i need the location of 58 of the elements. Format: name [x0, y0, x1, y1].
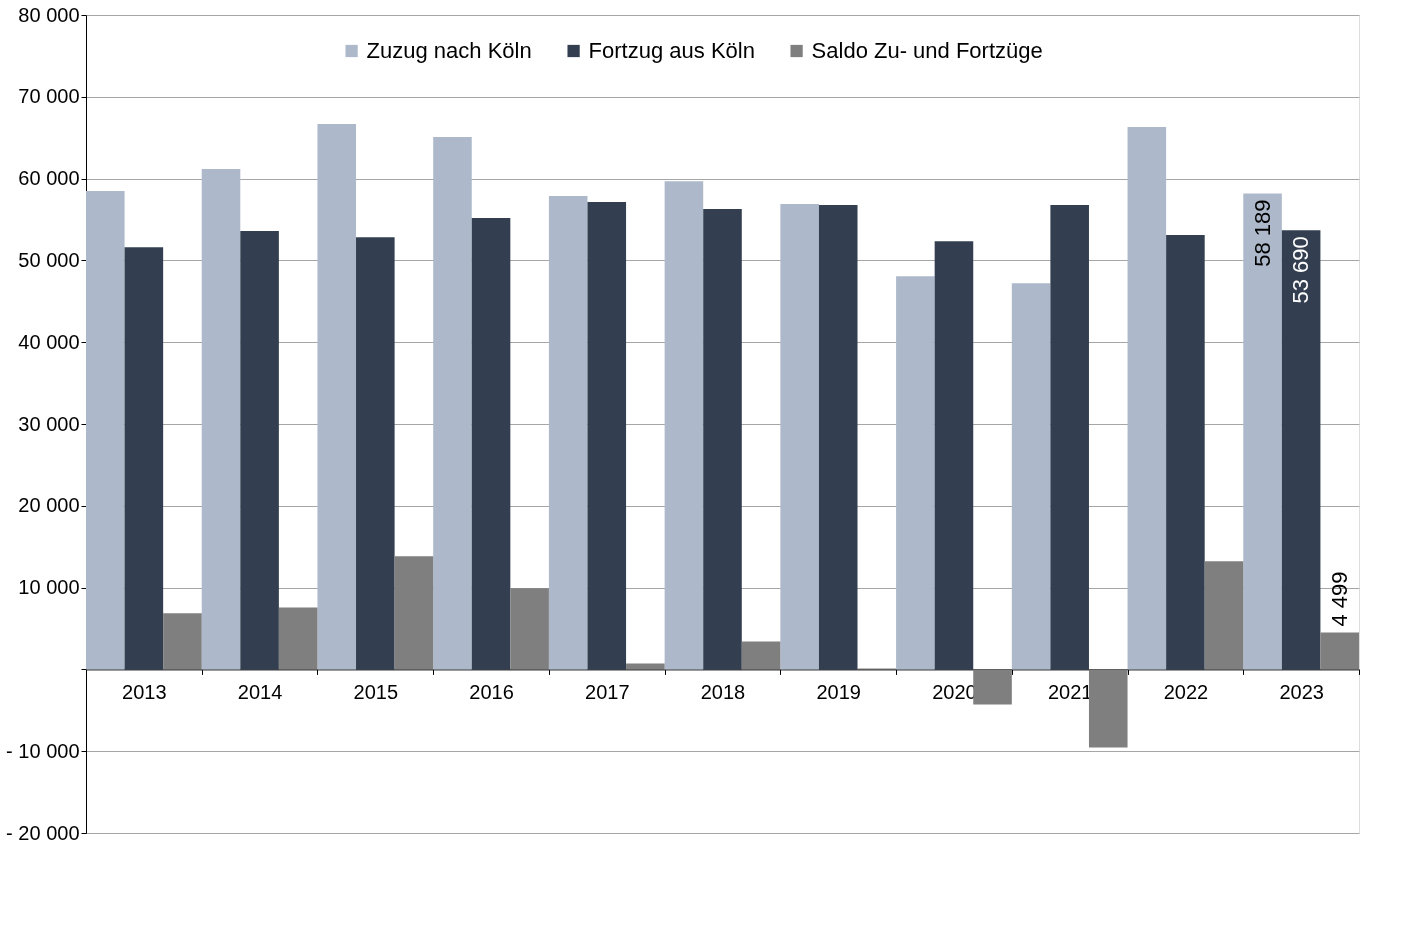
- bar: [548, 196, 588, 670]
- bar: [510, 588, 549, 670]
- bar: [124, 247, 164, 670]
- data-label: 58 189: [1249, 199, 1275, 267]
- bar: [278, 607, 318, 670]
- bar: [973, 669, 1012, 705]
- y-tick-label: 80 000: [18, 3, 80, 26]
- x-tick-label: 2015: [353, 680, 399, 703]
- bar: [780, 204, 819, 670]
- y-tick-label: - 20 000: [6, 821, 80, 844]
- bar: [1204, 561, 1244, 670]
- x-tick-label: 2018: [700, 680, 746, 703]
- bar: [1166, 235, 1205, 670]
- bar: [394, 556, 434, 670]
- bar: [703, 209, 742, 670]
- bar: [664, 181, 704, 670]
- legend-label: Fortzug aus Köln: [588, 38, 755, 63]
- bar: [934, 241, 974, 670]
- legend-label: Zuzug nach Köln: [366, 38, 532, 63]
- y-tick-label: - 10 000: [6, 739, 80, 762]
- bar: [1320, 632, 1359, 670]
- x-tick-label: 2017: [585, 680, 630, 703]
- bar: [317, 124, 357, 670]
- y-tick-label: 40 000: [18, 330, 80, 353]
- y-tick-label: 70 000: [18, 85, 80, 108]
- x-tick-label: 2022: [1163, 680, 1209, 703]
- bar: [163, 613, 202, 670]
- x-tick-label: 2021: [1047, 680, 1093, 703]
- data-label: 4 499: [1326, 571, 1352, 627]
- y-tick-label: 60 000: [18, 167, 80, 190]
- data-label: 53 690: [1288, 236, 1314, 304]
- bar: [1281, 230, 1321, 670]
- bar: [433, 137, 472, 670]
- bar: [356, 237, 395, 670]
- bar: [587, 202, 627, 670]
- bar: [818, 205, 858, 670]
- bar: [1050, 205, 1089, 670]
- bar: [201, 169, 241, 670]
- bar: [1088, 669, 1128, 748]
- bar: [1243, 193, 1282, 670]
- bar: [741, 641, 781, 670]
- legend-label: Saldo Zu- und Fortzüge: [811, 38, 1043, 63]
- x-tick-label: 2023: [1279, 680, 1324, 703]
- x-tick-label: 2016: [469, 680, 514, 703]
- bar: [86, 191, 125, 670]
- y-tick-label: 20 000: [18, 494, 80, 517]
- x-tick-label: 2013: [122, 680, 167, 703]
- bar: [896, 276, 935, 670]
- bar: [240, 231, 279, 670]
- bar: [626, 663, 665, 670]
- bar: [471, 218, 511, 670]
- bar: [1127, 127, 1167, 670]
- bar: [1011, 283, 1051, 670]
- y-tick-label: 30 000: [18, 412, 80, 435]
- y-tick-label: 50 000: [18, 248, 80, 271]
- x-tick-label: 2019: [816, 680, 861, 703]
- x-tick-label: 2014: [237, 680, 283, 703]
- y-tick-label: 10 000: [18, 576, 80, 599]
